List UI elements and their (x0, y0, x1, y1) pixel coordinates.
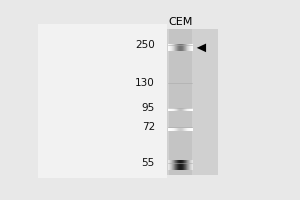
Text: 72: 72 (142, 122, 155, 132)
Bar (38, 24, 167, 178)
Text: 55: 55 (142, 158, 155, 168)
Bar (169, 29, 192, 175)
Text: 95: 95 (142, 103, 155, 113)
Text: 250: 250 (135, 40, 155, 50)
Text: 130: 130 (135, 78, 155, 88)
Text: CEM: CEM (168, 17, 193, 27)
Bar (167, 29, 218, 175)
Polygon shape (197, 44, 206, 52)
